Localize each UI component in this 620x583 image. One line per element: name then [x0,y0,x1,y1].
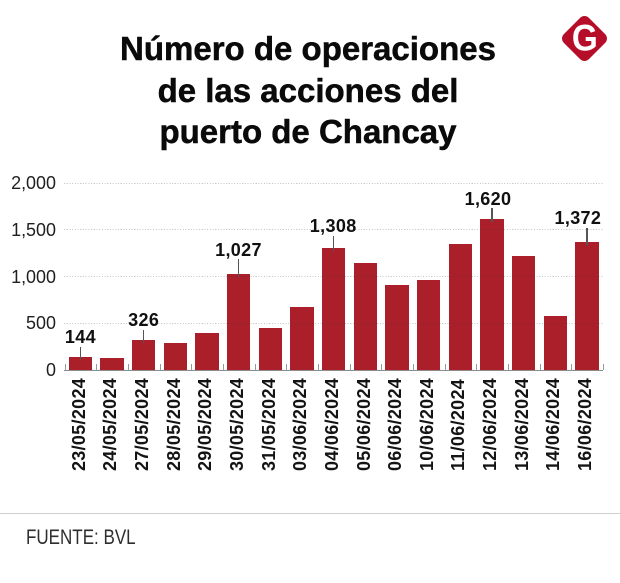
svg-text:G: G [572,18,598,59]
